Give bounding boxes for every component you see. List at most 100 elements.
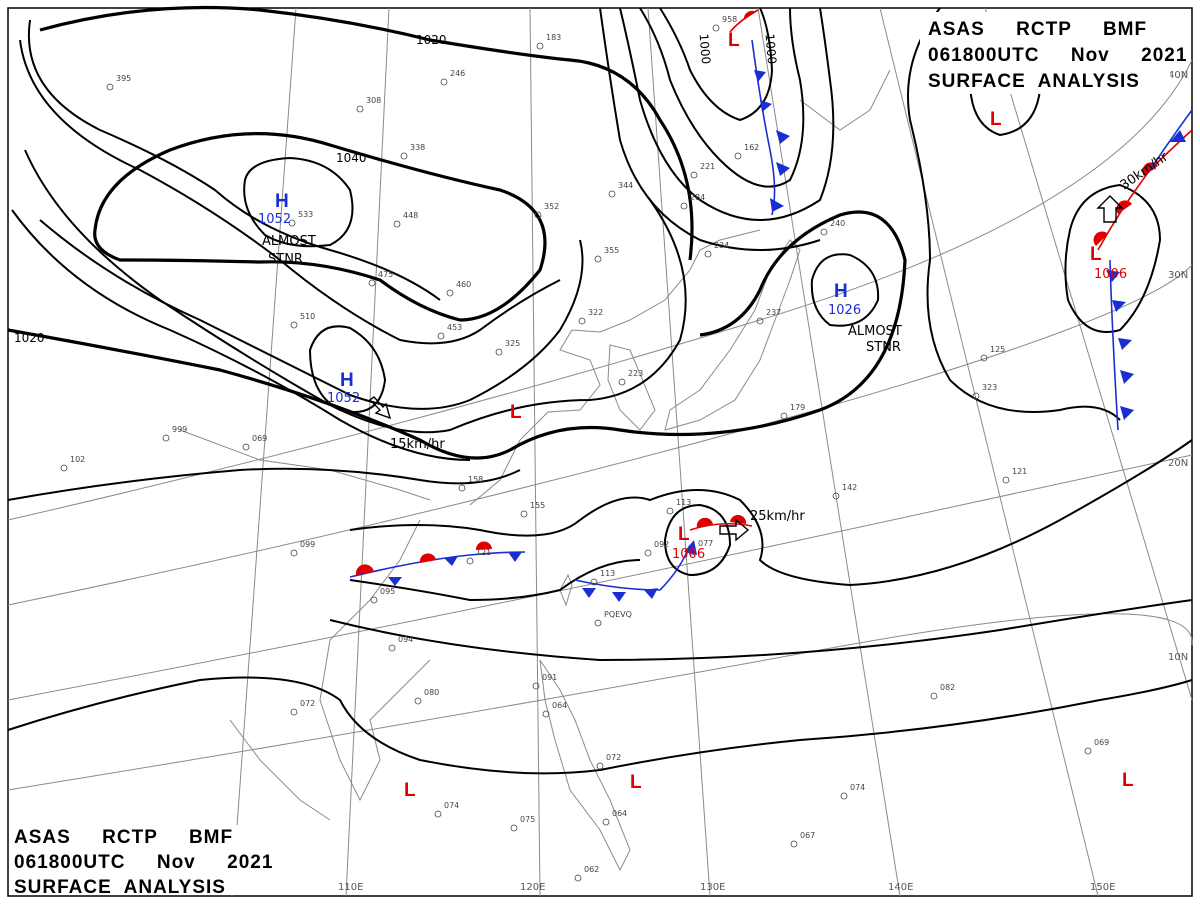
station-pressure-reading: 453 <box>447 323 462 332</box>
station-marker <box>756 317 764 325</box>
station-marker <box>712 24 720 32</box>
station-marker <box>542 710 550 718</box>
station-pressure-reading: 223 <box>628 369 643 378</box>
station-pressure-reading: 094 <box>398 635 413 644</box>
station-pressure-reading: 092 <box>654 540 669 549</box>
station-pressure-reading: 234 <box>714 241 729 250</box>
longitude-label: 120E <box>520 882 545 893</box>
station-pressure-reading: 072 <box>606 753 621 762</box>
station-pressure-reading: 125 <box>990 345 1005 354</box>
station-marker <box>290 549 298 557</box>
header-line1: ASAS RCTP BMF <box>14 827 233 848</box>
header-bottom-left: ASAS RCTP BMF 061800UTC Nov 2021 SURFACE… <box>10 825 273 898</box>
pressure-center-high-3: H 1026 ALMOST STNR <box>828 281 902 355</box>
pressure-center-low-1: L 1006 25km/hr <box>672 509 805 562</box>
station-marker <box>790 840 798 848</box>
warm-front-semicircle <box>475 541 492 550</box>
cold-front-triangle <box>444 556 458 566</box>
pressure-center-high-2: H 1052 15km/hr <box>327 370 445 452</box>
station-marker <box>534 211 542 219</box>
isobar-1020 <box>7 210 907 460</box>
station-marker <box>680 202 688 210</box>
isobar-1040 <box>93 132 547 322</box>
station-marker <box>980 354 988 362</box>
station-marker <box>434 810 442 818</box>
station-pressure-reading: 074 <box>444 801 459 810</box>
station-marker <box>690 171 698 179</box>
station-pressure-reading: 067 <box>800 831 815 840</box>
station-pressure-reading: 475 <box>378 270 393 279</box>
stationary-front <box>349 541 526 586</box>
isobar-label: 1020 <box>416 33 447 47</box>
station-pressure-reading: 074 <box>850 783 865 792</box>
station-marker <box>290 708 298 716</box>
station-pressure-reading: 323 <box>982 383 997 392</box>
station-marker <box>288 219 296 227</box>
station-pressure-reading: 460 <box>456 280 471 289</box>
station-marker <box>574 874 582 882</box>
station-marker <box>466 557 474 565</box>
station-pressure-reading: 091 <box>542 673 557 682</box>
station-pressure-reading: 533 <box>298 210 313 219</box>
station-marker <box>734 152 742 160</box>
motion-speed: 15km/hr <box>390 437 445 452</box>
station-marker <box>1084 747 1092 755</box>
station-pressure-reading: 325 <box>505 339 520 348</box>
station-pressure-reading: 448 <box>403 211 418 220</box>
isobar-label: 1040 <box>336 151 367 165</box>
header-line2: 061800UTC Nov 2021 <box>928 45 1187 66</box>
station-pressure-reading: 355 <box>604 246 619 255</box>
longitude-label: 150E <box>1090 882 1115 893</box>
station-marker <box>590 578 598 586</box>
low-symbol: L <box>404 780 416 801</box>
station-marker <box>495 348 503 356</box>
station-pressure-reading: 064 <box>612 809 627 818</box>
station-pressure-reading: 082 <box>940 683 955 692</box>
station-marker <box>106 83 114 91</box>
station-pressure-reading: 999 <box>172 425 187 434</box>
header-line2: 061800UTC Nov 2021 <box>14 852 273 873</box>
pressure-center-high-1: H 1052 ALMOST STNR <box>258 191 316 267</box>
low-symbol: L <box>1090 244 1102 265</box>
station-pressure-reading: 183 <box>546 33 561 42</box>
station-marker <box>290 321 298 329</box>
station-pressure-reading: 069 <box>252 434 267 443</box>
station-pressure-reading: 072 <box>300 699 315 708</box>
latitude-label: 30N <box>1168 270 1188 281</box>
warm-front-semicircle <box>419 553 436 563</box>
station-marker <box>414 697 422 705</box>
station-pressure-reading: 510 <box>300 312 315 321</box>
isobar-label: 1000 <box>762 33 779 65</box>
longitude-grid <box>231 7 1193 897</box>
station-pressure-reading: 352 <box>544 202 559 211</box>
longitude-label: 110E <box>338 882 363 893</box>
warm-front-semicircle <box>355 564 374 575</box>
station-marker <box>930 692 938 700</box>
station-marker <box>536 42 544 50</box>
station-marker <box>688 548 696 556</box>
station-marker <box>437 332 445 340</box>
header-line1: ASAS RCTP BMF <box>928 19 1147 40</box>
station-marker <box>832 492 840 500</box>
station-marker <box>820 228 828 236</box>
station-marker <box>370 596 378 604</box>
station-pressure-reading: 240 <box>830 219 845 228</box>
station-marker <box>393 220 401 228</box>
longitude-label: 140E <box>888 882 913 893</box>
cold-front-north <box>729 9 790 216</box>
station-pressure-reading: 113 <box>676 498 691 507</box>
station-pressure-reading: 062 <box>584 865 599 874</box>
center-note-line2: STNR <box>268 252 303 267</box>
isobars <box>7 5 1193 775</box>
station-marker <box>596 762 604 770</box>
latitude-label: 20N <box>1168 458 1188 469</box>
station-pressure-reading: 077 <box>698 539 713 548</box>
station-pressure-reading: 121 <box>476 548 491 557</box>
longitude-label: 130E <box>700 882 725 893</box>
station-pressure-reading: 246 <box>450 69 465 78</box>
station-marker <box>520 510 528 518</box>
low-pressure-value: 1006 <box>1094 267 1127 282</box>
center-note-line1: ALMOST <box>848 324 902 339</box>
station-marker <box>242 443 250 451</box>
